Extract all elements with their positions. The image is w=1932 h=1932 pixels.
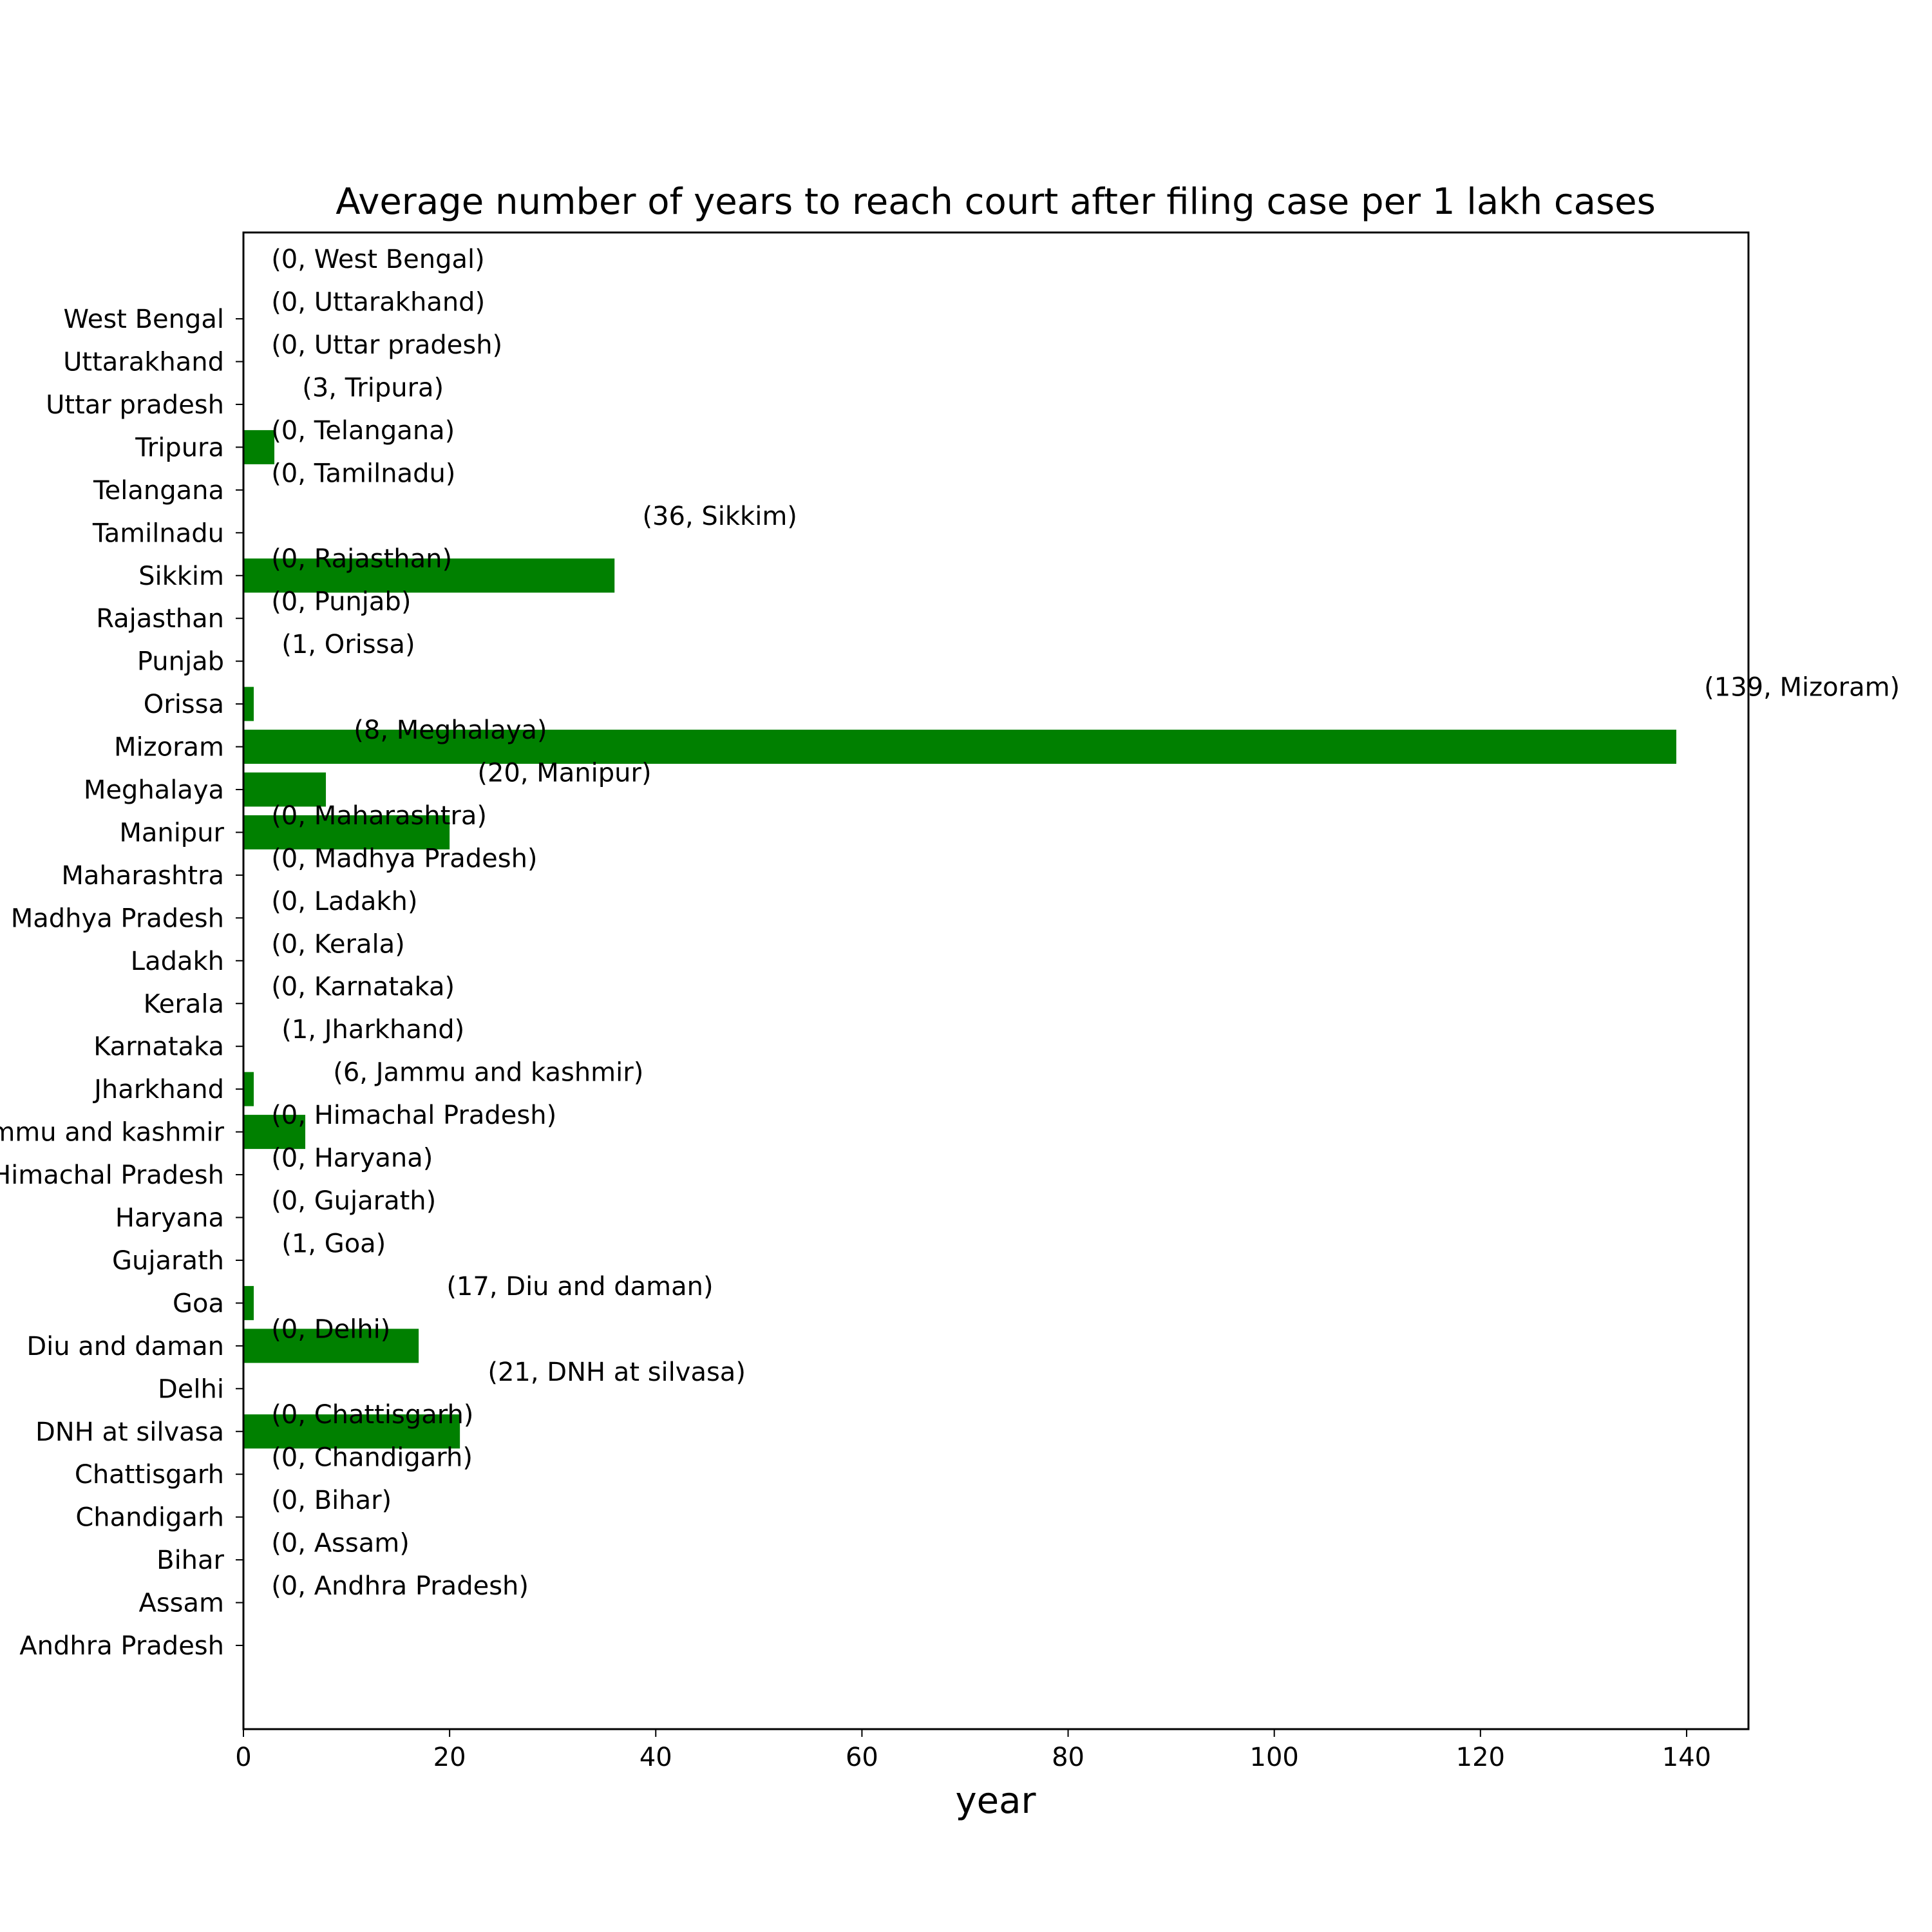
- data-label: (0, Delhi): [271, 1314, 390, 1344]
- data-label: (0, Telangana): [271, 416, 455, 446]
- x-tick-label: 120: [1456, 1743, 1505, 1772]
- x-tick-label: 140: [1662, 1743, 1711, 1772]
- data-label: (0, Tamilnadu): [271, 459, 455, 488]
- data-label: (36, Sikkim): [642, 502, 797, 531]
- data-label: (0, Himachal Pradesh): [271, 1101, 556, 1130]
- data-label: (6, Jammu and kashmir): [333, 1058, 643, 1088]
- x-tick-label: 60: [846, 1743, 878, 1772]
- y-tick-label: Kerala: [144, 989, 224, 1019]
- data-label: (0, Karnataka): [271, 972, 455, 1002]
- y-tick-label: Orissa: [144, 690, 224, 719]
- data-label: (0, Haryana): [271, 1144, 433, 1173]
- data-label: (0, Chattisgarh): [271, 1400, 473, 1430]
- data-label: (0, Andhra Pradesh): [271, 1571, 529, 1601]
- y-tick-label: Jammu and kashmir: [0, 1118, 225, 1148]
- bars-layer: [243, 430, 1676, 1449]
- x-tick-label: 80: [1052, 1743, 1084, 1772]
- y-tick-label: West Bengal: [64, 305, 224, 334]
- bar: [243, 730, 1676, 764]
- y-tick-label: Andhra Pradesh: [19, 1631, 224, 1661]
- bar: [243, 430, 275, 464]
- data-label: (0, West Bengal): [271, 245, 485, 274]
- y-tick-label: Rajasthan: [96, 604, 224, 634]
- plot-frame: [242, 231, 1750, 1730]
- data-label: (0, Uttarakhand): [271, 288, 485, 317]
- chart-title: Average number of years to reach court a…: [336, 181, 1656, 223]
- bar: [243, 1285, 254, 1320]
- y-tick-label: Maharashtra: [61, 861, 224, 891]
- y-tick-label: Gujarath: [112, 1246, 224, 1276]
- bar: [243, 1115, 306, 1150]
- y-tick-label: Haryana: [115, 1204, 224, 1233]
- data-label: (0, Maharashtra): [271, 801, 487, 831]
- data-label: (8, Meghalaya): [354, 715, 547, 745]
- x-axis-label: year: [956, 1780, 1037, 1822]
- y-tick-label: Manipur: [119, 818, 224, 848]
- data-label: (0, Uttar pradesh): [271, 330, 502, 360]
- y-tick-label: Jharkhand: [92, 1075, 224, 1104]
- bar: [243, 1414, 460, 1449]
- data-label: (1, Orissa): [281, 630, 415, 659]
- y-tick-label: Bihar: [156, 1546, 224, 1575]
- y-tick-label: Sikkim: [138, 562, 224, 591]
- y-tick-label: Tripura: [135, 433, 224, 462]
- y-tick-label: Chandigarh: [75, 1503, 224, 1533]
- y-axis-ticks: Andhra Pradesh Assam Bihar Chandigarh Chatti…: [0, 305, 243, 1661]
- data-label: (0, Gujarath): [271, 1186, 436, 1216]
- data-label: (139, Mizoram): [1704, 673, 1900, 703]
- bar: [243, 687, 254, 721]
- x-tick-label: 100: [1250, 1743, 1299, 1772]
- y-tick-label: Tamilnadu: [92, 518, 224, 548]
- data-label: (20, Manipur): [477, 758, 651, 788]
- data-label: (3, Tripura): [302, 373, 444, 402]
- data-label: (21, DNH at silvasa): [488, 1358, 746, 1387]
- y-tick-label: Diu and daman: [26, 1332, 224, 1361]
- y-tick-label: Telangana: [93, 476, 224, 506]
- bar: [243, 558, 615, 593]
- y-tick-label: DNH at silvasa: [35, 1417, 224, 1447]
- x-axis-ticks: 0 20 40 60 80 100 120 140: [235, 1729, 1711, 1772]
- y-tick-label: Delhi: [158, 1374, 224, 1404]
- annotations-layer: (0, Andhra Pradesh) (0, Assam) (0, Bihar) (…: [271, 245, 1900, 1601]
- data-label: (1, Goa): [281, 1229, 386, 1258]
- y-tick-label: Assam: [138, 1589, 224, 1618]
- data-label: (1, Jharkhand): [281, 1015, 464, 1045]
- y-tick-label: Uttarakhand: [63, 348, 224, 377]
- y-tick-label: Chattisgarh: [75, 1460, 224, 1490]
- y-tick-label: Punjab: [137, 647, 224, 677]
- data-label: (0, Chandigarh): [271, 1443, 473, 1473]
- data-label: (0, Bihar): [271, 1486, 392, 1515]
- y-tick-label: Madhya Pradesh: [11, 904, 224, 933]
- y-tick-label: Karnataka: [93, 1032, 224, 1062]
- data-label: (0, Rajasthan): [271, 544, 452, 574]
- data-label: (0, Kerala): [271, 929, 405, 959]
- data-label: (0, Assam): [271, 1529, 410, 1558]
- x-tick-label: 40: [639, 1743, 672, 1772]
- y-tick-label: Himachal Pradesh: [0, 1160, 224, 1190]
- x-tick-label: 20: [433, 1743, 466, 1772]
- y-tick-label: Goa: [173, 1289, 224, 1318]
- bar: [243, 815, 450, 849]
- data-label: (0, Punjab): [271, 587, 411, 617]
- bar: [243, 772, 327, 807]
- y-tick-label: Uttar pradesh: [46, 390, 224, 420]
- y-tick-label: Meghalaya: [84, 775, 224, 805]
- bar: [243, 1072, 254, 1106]
- y-tick-label: Mizoram: [114, 733, 224, 762]
- data-label: (0, Madhya Pradesh): [271, 844, 537, 873]
- data-label: (0, Ladakh): [271, 887, 417, 916]
- bar: [243, 1329, 419, 1363]
- y-tick-label: Ladakh: [131, 947, 224, 976]
- data-label: (17, Diu and daman): [446, 1272, 713, 1302]
- x-tick-label: 0: [235, 1743, 251, 1772]
